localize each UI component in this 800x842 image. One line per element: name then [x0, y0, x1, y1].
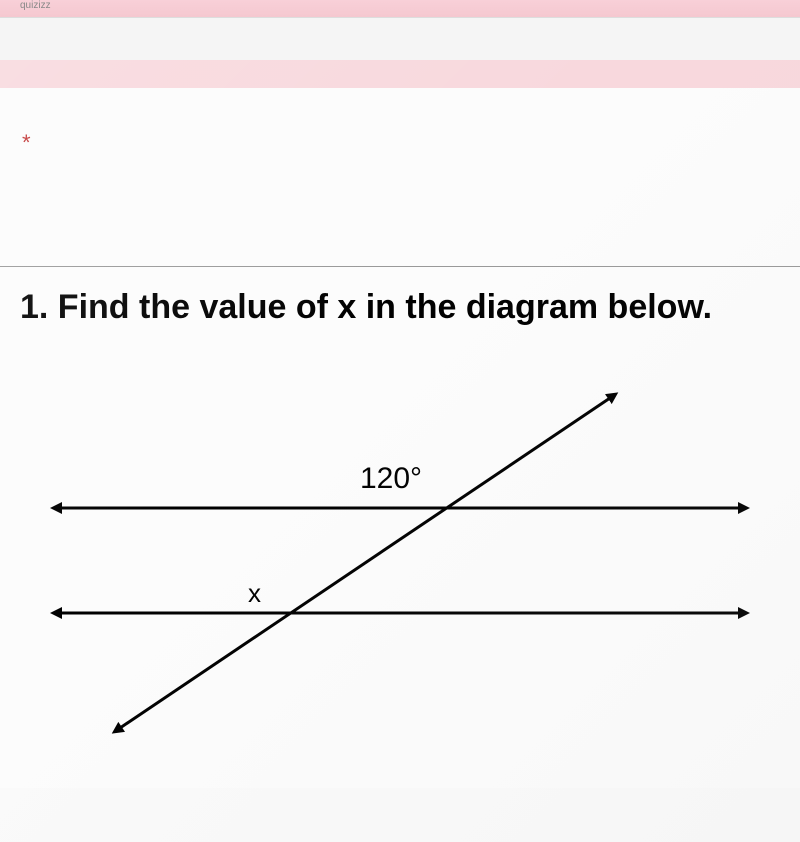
- diagram-svg: 120° x: [20, 388, 760, 768]
- angle-label-x: x: [248, 578, 261, 608]
- page-content: * 1. Find the value of x in the diagram …: [0, 60, 800, 842]
- section-divider: [0, 266, 800, 267]
- tab-text-fragment: quizizz: [0, 0, 800, 17]
- browser-chrome-fragment: quizizz: [0, 0, 800, 18]
- angle-label-120: 120°: [360, 462, 422, 495]
- transversal-line: [120, 398, 610, 728]
- question-region: * 1. Find the value of x in the diagram …: [0, 88, 800, 788]
- question-text: 1. Find the value of x in the diagram be…: [20, 288, 790, 327]
- geometry-diagram: 120° x: [20, 388, 760, 768]
- required-marker: *: [22, 130, 31, 156]
- header-strip: [0, 60, 800, 88]
